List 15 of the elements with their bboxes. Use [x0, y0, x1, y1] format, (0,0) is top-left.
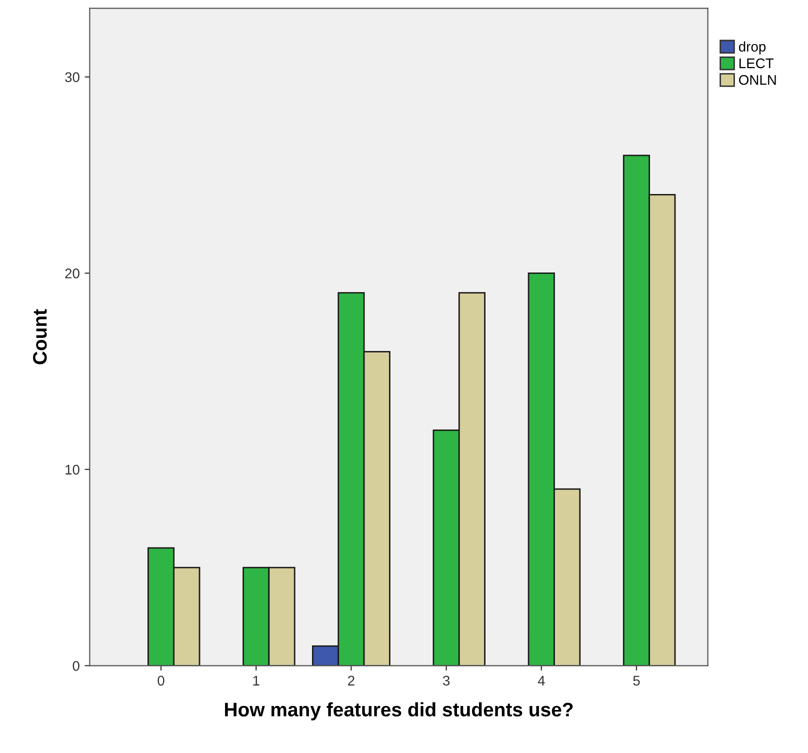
legend-label: ONLN — [739, 75, 776, 85]
legend-label: LECT — [740, 58, 774, 68]
y-tick-label: 10 — [66, 464, 80, 475]
x-tick-label: 5 — [633, 676, 640, 686]
x-tick-label: 3 — [442, 676, 450, 686]
x-tick-label: 2 — [348, 676, 354, 686]
x-tick-label: 0 — [158, 676, 164, 686]
x-tick-label: 1 — [253, 676, 260, 686]
x-axis-title: How many features did students use? — [225, 702, 573, 720]
y-tick-label: 30 — [65, 72, 80, 82]
y-axis-title: Count — [33, 309, 47, 364]
y-tick-label: 20 — [65, 268, 80, 278]
legend-label: drop — [738, 41, 766, 54]
y-tick-label: 0 — [72, 660, 80, 671]
x-tick-label: 4 — [538, 676, 545, 686]
